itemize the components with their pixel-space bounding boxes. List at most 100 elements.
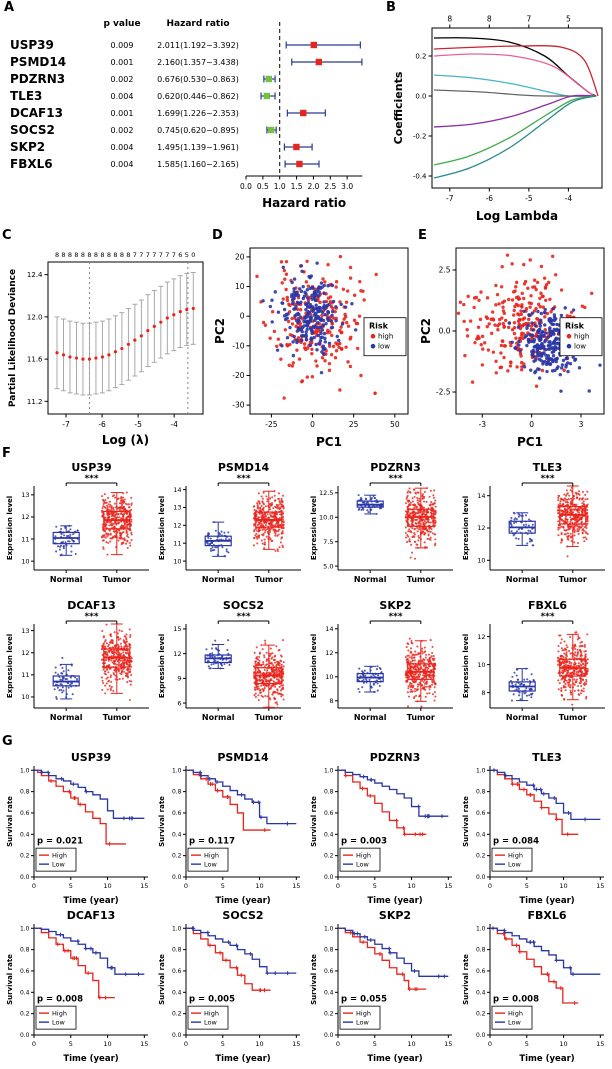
svg-text:10: 10: [477, 661, 485, 669]
svg-text:0: 0: [32, 882, 36, 890]
km-plot-4: TLE3 0.0 0.2 0.4 0.6 0.8 1.0 0 5 10 15 Survival rat…: [460, 750, 611, 907]
svg-text:14: 14: [477, 492, 485, 500]
svg-text:10: 10: [103, 882, 111, 890]
svg-text:Expression level: Expression level: [158, 496, 166, 560]
km-plot-6: SOCS2 0.0 0.2 0.4 0.6 0.8 1.0 0 5 10 15 Survival ra…: [156, 908, 307, 1065]
svg-text:0.676(0.530~0.863): 0.676(0.530~0.863): [157, 75, 239, 84]
svg-text:0.001: 0.001: [111, 58, 134, 67]
svg-text:Log (λ): Log (λ): [102, 433, 149, 447]
svg-text:0.004: 0.004: [111, 160, 134, 169]
panel-label-a: A: [4, 0, 15, 15]
svg-text:12: 12: [173, 522, 181, 530]
svg-text:Risk: Risk: [369, 322, 389, 331]
svg-text:SKP2: SKP2: [10, 140, 45, 154]
svg-text:7: 7: [159, 251, 163, 259]
svg-text:7: 7: [152, 251, 156, 259]
svg-text:2.5: 2.5: [439, 265, 451, 274]
svg-text:high: high: [378, 333, 393, 341]
svg-text:0.0: 0.0: [439, 327, 451, 336]
km-plot-5: DCAF13 0.0 0.2 0.4 0.6 0.8 1.0 0 5 10 15 Survival r…: [4, 908, 155, 1065]
svg-text:10: 10: [325, 673, 333, 681]
svg-text:0.0: 0.0: [415, 93, 426, 101]
svg-text:-7: -7: [446, 194, 454, 203]
svg-text:-4: -4: [170, 420, 178, 429]
panel-label-g: G: [2, 734, 13, 749]
svg-text:Survival rate: Survival rate: [6, 796, 14, 847]
svg-text:Expression level: Expression level: [310, 496, 318, 560]
cv-deviance-plot: 11.2 11.6 12.0 12.4 -7 -6 -5 -4 8 8 8 8 8 8 8 8 8 8 8 8 7 7 7 7…: [4, 238, 210, 452]
svg-text:12.4: 12.4: [27, 271, 43, 279]
expression-boxplot-3: PDZRN3 5.0 7.5 10.0 12.5 Expression level Norm…: [308, 460, 459, 596]
svg-text:Normal: Normal: [506, 713, 539, 722]
svg-text:8: 8: [55, 251, 59, 259]
expression-boxplot-1: USP39 10 11 12 13 Expression level Normal Tumor…: [4, 460, 155, 596]
svg-text:13: 13: [21, 627, 29, 635]
svg-text:0.6: 0.6: [20, 810, 30, 817]
svg-text:Tumor: Tumor: [255, 713, 283, 722]
svg-text:2.5: 2.5: [324, 182, 336, 191]
svg-text:2.011(1.192~3.392): 2.011(1.192~3.392): [157, 41, 239, 50]
svg-text:5: 5: [566, 15, 571, 24]
svg-text:12.0: 12.0: [27, 313, 43, 321]
km-plot-2: PSMD14 0.0 0.2 0.4 0.6 0.8 1.0 0 5 10 15 Survival r…: [156, 750, 307, 907]
km-plot-3: PDZRN3 0.0 0.2 0.4 0.6 0.8 1.0 0 5 10 15 Survival r…: [308, 750, 459, 907]
svg-text:7: 7: [172, 251, 176, 259]
svg-text:-5: -5: [134, 420, 142, 429]
svg-text:-0.2: -0.2: [413, 133, 427, 141]
svg-text:1.0: 1.0: [274, 182, 286, 191]
svg-text:50: 50: [390, 420, 400, 429]
expression-boxplot-4-svg: TLE3 10 12 14 Expression level Normal Tumor ***: [462, 461, 605, 584]
svg-text:Partial Likelihood Deviance: Partial Likelihood Deviance: [8, 269, 18, 407]
svg-text:12: 12: [325, 649, 333, 657]
svg-text:Normal: Normal: [50, 713, 83, 722]
svg-text:0.2: 0.2: [20, 853, 30, 860]
panel-label-b: B: [386, 0, 396, 15]
svg-text:PC2: PC2: [213, 318, 227, 344]
svg-text:DCAF13: DCAF13: [10, 106, 63, 120]
svg-text:1.5: 1.5: [291, 182, 303, 191]
svg-text:15: 15: [173, 625, 181, 633]
svg-text:6: 6: [177, 699, 181, 707]
svg-text:Risk: Risk: [565, 322, 585, 331]
svg-text:TLE3: TLE3: [10, 89, 42, 103]
svg-text:TLE3: TLE3: [533, 461, 563, 474]
expression-boxplot-7-svg: SKP2 8 10 12 14 Expression level Normal Tumor **…: [310, 599, 453, 722]
svg-text:8: 8: [120, 251, 124, 259]
svg-text:10: 10: [173, 557, 181, 565]
svg-text:0.745(0.620~0.895): 0.745(0.620~0.895): [157, 126, 239, 135]
svg-text:3.0: 3.0: [341, 182, 353, 191]
svg-text:SOCS2: SOCS2: [223, 599, 264, 612]
svg-text:Coefficients: Coefficients: [392, 71, 405, 144]
svg-text:-6: -6: [98, 420, 106, 429]
svg-text:Normal: Normal: [50, 575, 83, 584]
svg-text:USP39: USP39: [71, 751, 111, 764]
svg-text:12: 12: [477, 633, 485, 641]
svg-text:DCAF13: DCAF13: [67, 599, 116, 612]
svg-text:-3: -3: [479, 420, 487, 429]
svg-text:11.6: 11.6: [27, 356, 43, 364]
svg-text:10.0: 10.0: [319, 513, 333, 521]
svg-text:0.2: 0.2: [415, 53, 426, 61]
svg-text:2.0: 2.0: [307, 182, 319, 191]
svg-text:10: 10: [21, 693, 29, 701]
svg-text:8: 8: [94, 251, 98, 259]
cv-deviance-plot-svg: 11.211.612.012.4-7 -6 -5 -48 8 8 8 8 8 8 8 8 8 8 8 7 7 7 7…: [8, 251, 204, 447]
svg-text:11.2: 11.2: [27, 398, 43, 406]
forest-plot: p value Hazard ratio USP39 0.009 2.011(1.192…: [6, 6, 376, 226]
svg-text:***: ***: [236, 474, 250, 484]
risk-pca-scatter-plot-svg: -3 0 3 -2.5 0.0 2.5 PC1 PC2 Risk high low: [419, 247, 605, 449]
pca-scatter-plot: -25 0 25 50 -30 -20 -10 0 10 20 PC1 PC2 Risk high low: [212, 238, 414, 452]
svg-text:Expression level: Expression level: [462, 634, 470, 698]
svg-text:-2.5: -2.5: [436, 388, 451, 397]
svg-text:14: 14: [173, 486, 181, 494]
svg-text:***: ***: [84, 612, 98, 622]
svg-text:***: ***: [236, 612, 250, 622]
expression-boxplot-2-svg: PSMD14 10 11 12 13 14 Expression level Normal Tu…: [158, 461, 301, 584]
svg-text:1.0: 1.0: [20, 767, 30, 774]
km-plot-8: FBXL6 0.0 0.2 0.4 0.6 0.8 1.0 0 5 10 15 Survival ra…: [460, 908, 611, 1065]
